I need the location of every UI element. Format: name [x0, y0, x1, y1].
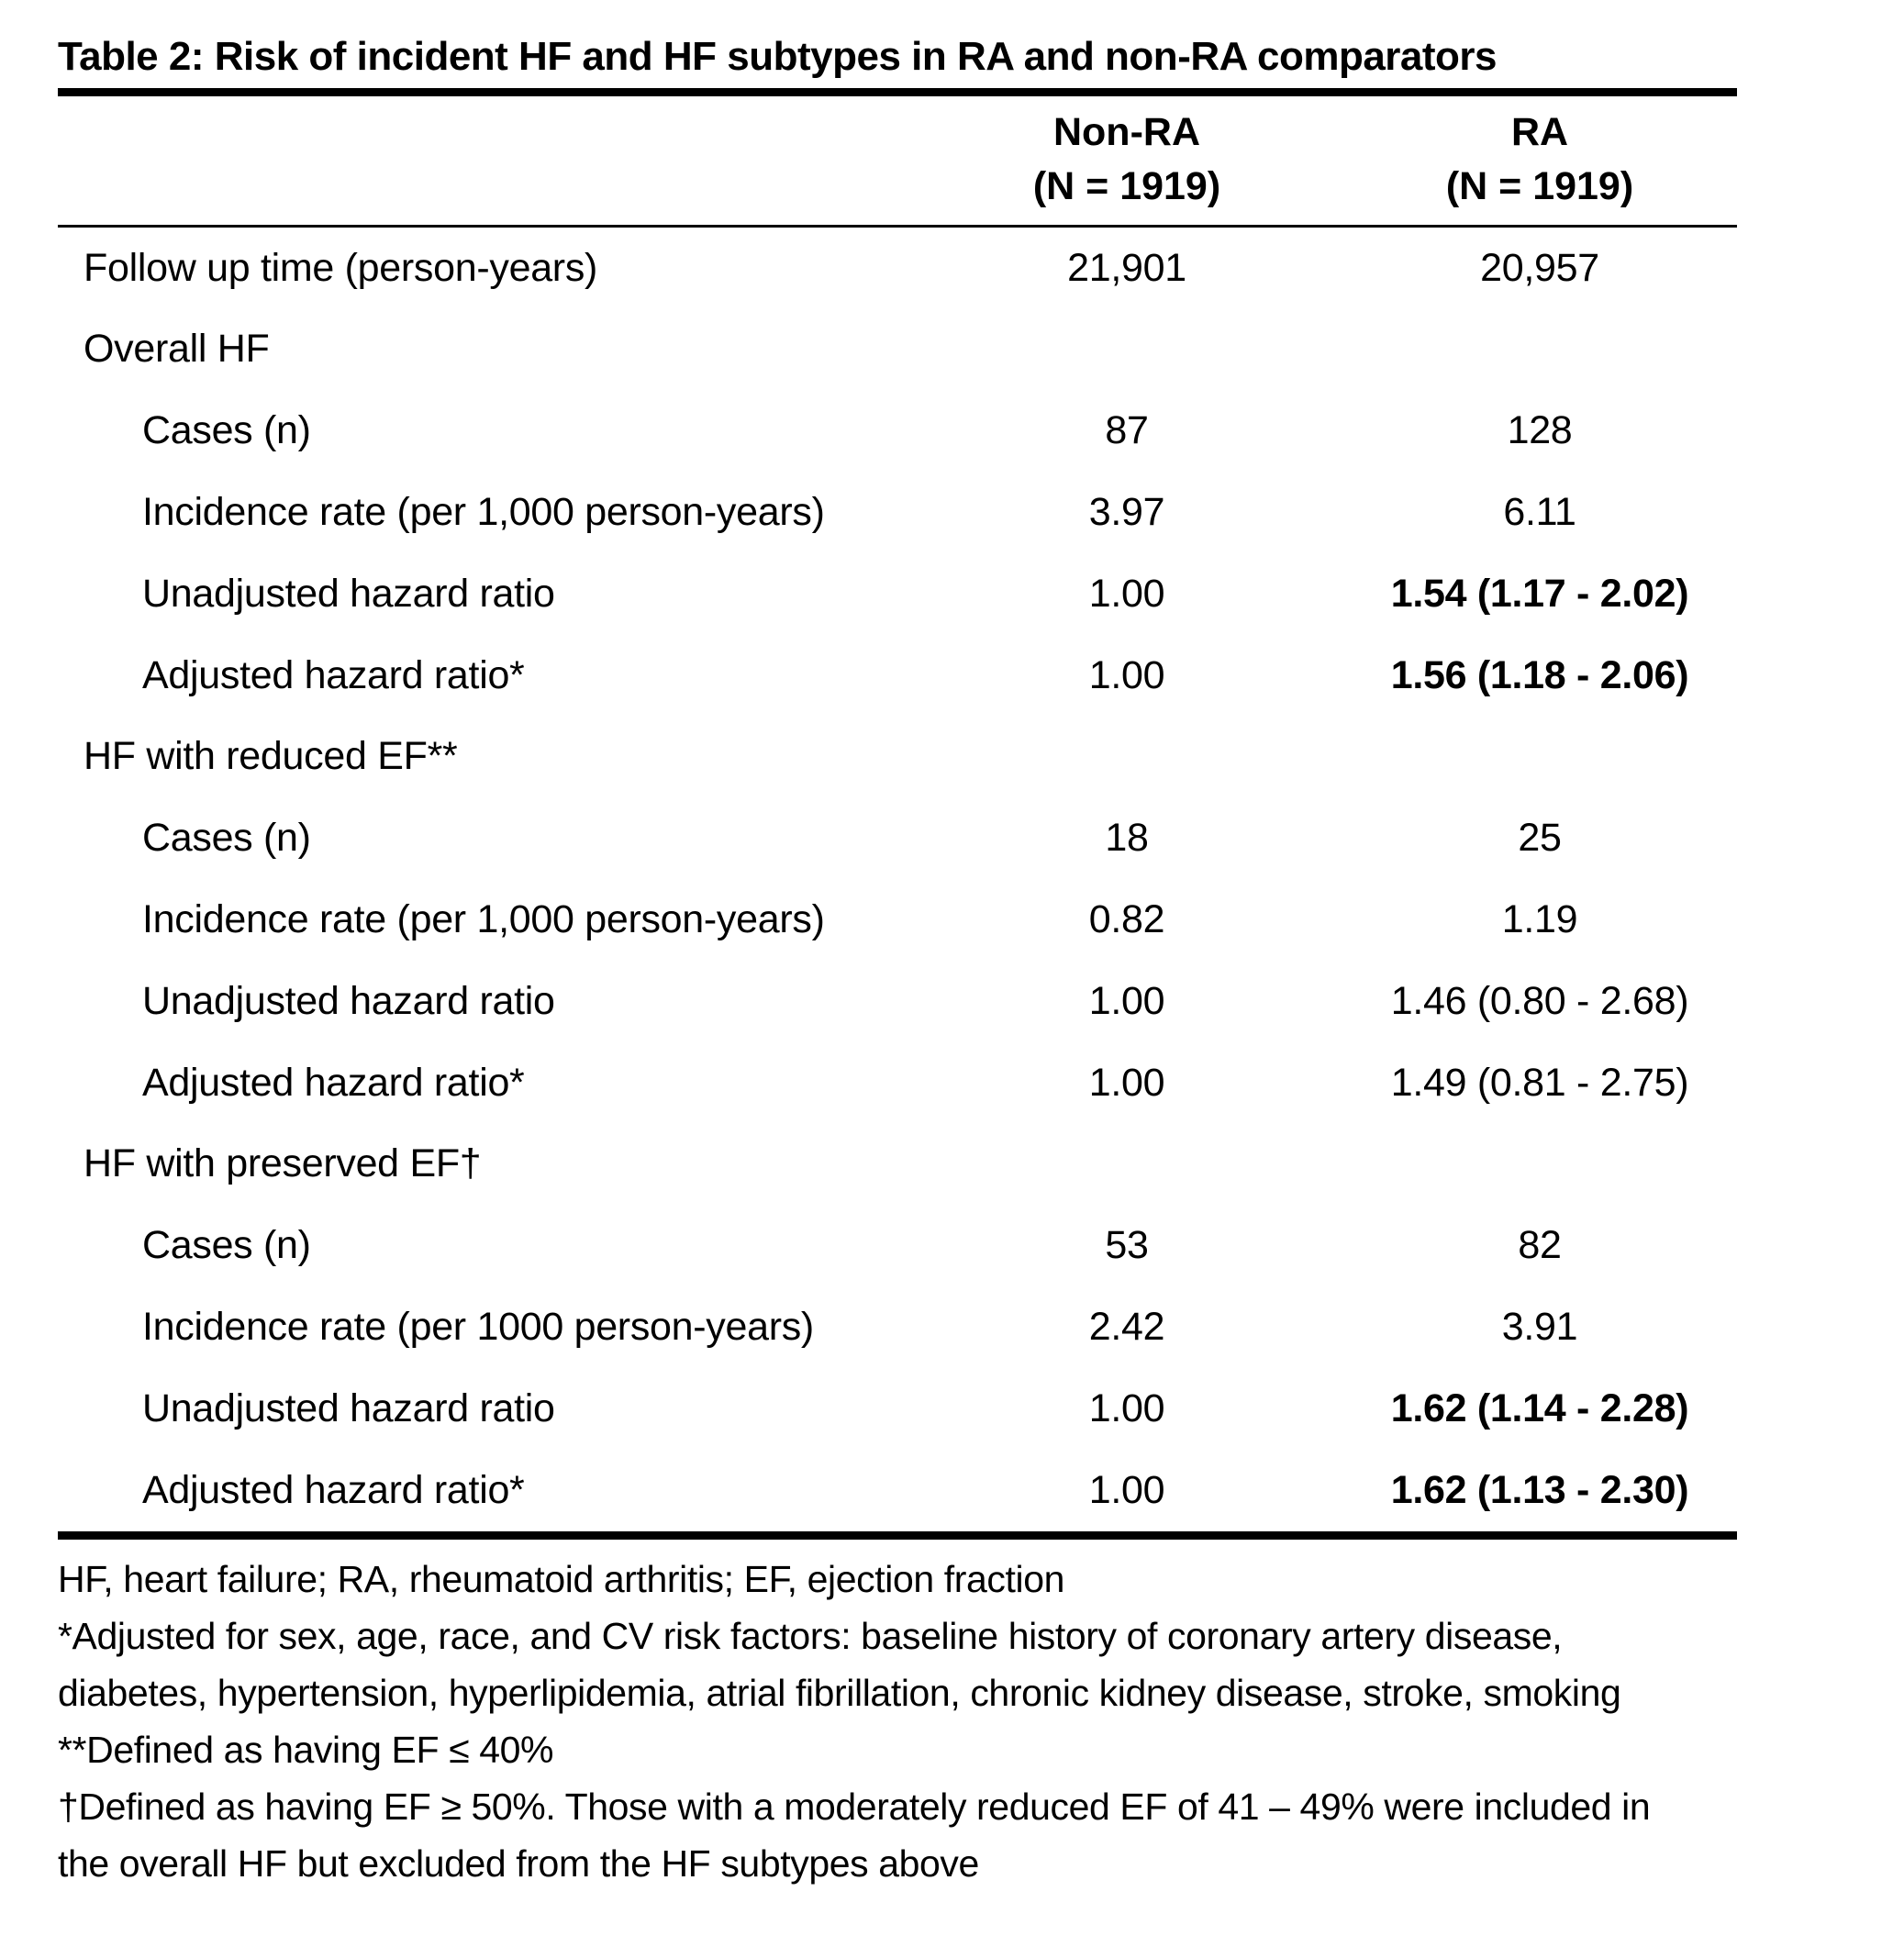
row-label: Unadjusted hazard ratio — [142, 571, 555, 616]
footnote-line: †Defined as having EF ≥ 50%. Those with … — [58, 1785, 1651, 1828]
table-title: Table 2: Risk of incident HF and HF subt… — [58, 34, 1498, 79]
table-row: Adjusted hazard ratio* 1.00 1.56 (1.18 - 2… — [58, 635, 1737, 717]
table-body: Follow up time (person-years) 21,901 20,95… — [58, 228, 1737, 1531]
table-header-row: Non-RA (N = 1919) RA (N = 1919) — [58, 96, 1737, 225]
cell-ra: 1.62 (1.13 - 2.30) — [1390, 1467, 1689, 1512]
table-row: Follow up time (person-years) 21,901 20,95… — [58, 228, 1737, 309]
footnotes: HF, heart failure; RA, rheumatoid arthri… — [58, 1551, 1886, 1892]
section-header-row: HF with reduced EF** — [58, 717, 1737, 798]
table-row: Cases (n) 18 25 — [58, 797, 1737, 879]
table-row: Adjusted hazard ratio* 1.00 1.62 (1.13 - 2… — [58, 1450, 1737, 1531]
cell-nonra: 21,901 — [1067, 245, 1186, 290]
cell-ra: 1.49 (0.81 - 2.75) — [1390, 1060, 1689, 1105]
header-corner-spacer — [58, 106, 911, 214]
cell-ra: 25 — [1518, 816, 1562, 861]
row-label: Adjusted hazard ratio* — [142, 1060, 525, 1105]
cell-nonra: 53 — [1105, 1223, 1149, 1268]
footnote-line: *Adjusted for sex, age, race, and CV ris… — [58, 1614, 1563, 1657]
cell-nonra: 1.00 — [1088, 1060, 1165, 1105]
table-top-rule — [58, 87, 1737, 96]
cell-nonra: 2.42 — [1088, 1305, 1165, 1350]
cell-ra: 6.11 — [1503, 490, 1576, 535]
row-label: Unadjusted hazard ratio — [142, 1385, 555, 1430]
row-label: Incidence rate (per 1,000 person-years) — [142, 897, 825, 942]
table-row: Unadjusted hazard ratio 1.00 1.62 (1.14 - … — [58, 1368, 1737, 1450]
column-header-non-ra-name: Non-RA — [1052, 109, 1200, 154]
column-header-non-ra-n: (N = 1919) — [1032, 163, 1221, 208]
table-row: Incidence rate (per 1000 person-years) 2.… — [58, 1286, 1737, 1368]
row-label: Cases (n) — [142, 816, 311, 861]
cell-ra: 3.91 — [1501, 1305, 1578, 1350]
row-label: Incidence rate (per 1000 person-years) — [142, 1305, 814, 1350]
cell-ra: 1.62 (1.14 - 2.28) — [1390, 1385, 1689, 1430]
column-header-non-ra: Non-RA (N = 1919) — [911, 106, 1342, 214]
cell-ra: 128 — [1507, 408, 1573, 453]
cell-ra: 1.56 (1.18 - 2.06) — [1390, 652, 1689, 697]
column-header-ra-name: RA — [1510, 109, 1569, 154]
column-header-ra: RA (N = 1919) — [1342, 106, 1737, 214]
cell-ra: 82 — [1518, 1223, 1562, 1268]
data-table: Non-RA (N = 1919) RA (N = 1919) Follow u… — [58, 87, 1737, 1540]
section-header-row: Overall HF — [58, 309, 1737, 391]
cell-nonra: 1.00 — [1088, 1385, 1165, 1430]
cell-nonra: 3.97 — [1088, 490, 1165, 535]
row-label: Cases (n) — [142, 408, 311, 453]
cell-nonra: 0.82 — [1088, 897, 1165, 942]
cell-ra: 20,957 — [1480, 245, 1599, 290]
table-row: Unadjusted hazard ratio 1.00 1.46 (0.80 - … — [58, 961, 1737, 1042]
cell-nonra: 18 — [1105, 816, 1149, 861]
section-label: HF with reduced EF** — [84, 734, 458, 779]
cell-nonra: 1.00 — [1088, 571, 1165, 616]
section-label: HF with preserved EF† — [84, 1141, 482, 1186]
row-label: Adjusted hazard ratio* — [142, 652, 525, 697]
footnote-line: **Defined as having EF ≤ 40% — [58, 1728, 554, 1771]
table-bottom-rule — [58, 1530, 1737, 1540]
cell-ra: 1.19 — [1501, 897, 1578, 942]
row-label: Follow up time (person-years) — [84, 245, 598, 290]
row-label: Adjusted hazard ratio* — [142, 1467, 525, 1512]
footnote-line: diabetes, hypertension, hyperlipidemia, … — [58, 1671, 1621, 1714]
header-divider-rule — [58, 224, 1737, 228]
section-header-row: HF with preserved EF† — [58, 1124, 1737, 1206]
table-row: Cases (n) 87 128 — [58, 390, 1737, 472]
row-label: Cases (n) — [142, 1223, 311, 1268]
table-row: Incidence rate (per 1,000 person-years) 0… — [58, 879, 1737, 961]
cell-nonra: 87 — [1105, 408, 1149, 453]
cell-nonra: 1.00 — [1088, 1467, 1165, 1512]
table-row: Adjusted hazard ratio* 1.00 1.49 (0.81 - 2… — [58, 1042, 1737, 1124]
section-label: Overall HF — [84, 327, 270, 372]
cell-ra: 1.46 (0.80 - 2.68) — [1390, 978, 1689, 1023]
table-row: Unadjusted hazard ratio 1.00 1.54 (1.17 - … — [58, 553, 1737, 635]
row-label: Incidence rate (per 1,000 person-years) — [142, 490, 825, 535]
cell-nonra: 1.00 — [1088, 978, 1165, 1023]
cell-ra: 1.54 (1.17 - 2.02) — [1390, 571, 1689, 616]
footnote-line: HF, heart failure; RA, rheumatoid arthri… — [58, 1557, 1065, 1600]
row-label: Unadjusted hazard ratio — [142, 978, 555, 1023]
cell-nonra: 1.00 — [1088, 652, 1165, 697]
table-row: Cases (n) 53 82 — [58, 1205, 1737, 1286]
footnote-line: the overall HF but excluded from the HF … — [58, 1841, 979, 1885]
table-row: Incidence rate (per 1,000 person-years) 3… — [58, 472, 1737, 553]
column-header-ra-n: (N = 1919) — [1445, 163, 1634, 208]
